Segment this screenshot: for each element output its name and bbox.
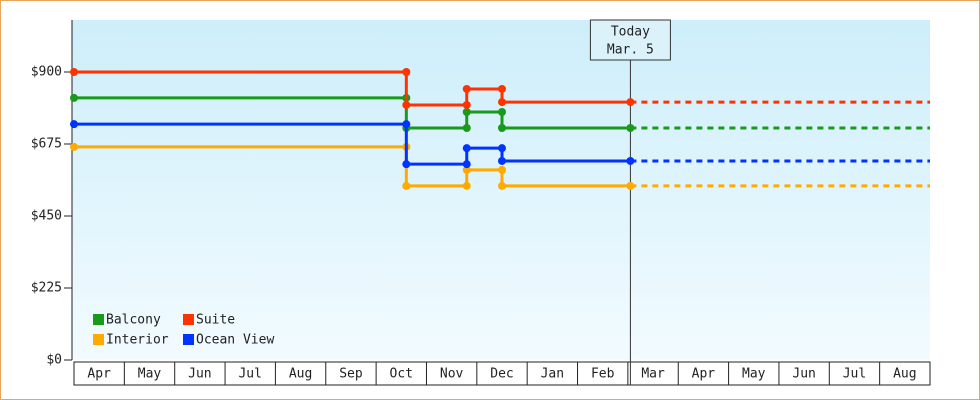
x-tick-label: Sep — [339, 367, 363, 382]
price-point — [70, 142, 78, 151]
price-point — [402, 120, 411, 129]
price-point — [462, 108, 471, 116]
price-point — [498, 84, 506, 93]
price-point — [498, 98, 506, 107]
legend-label: Ocean View — [196, 333, 274, 348]
legend-label: Balcony — [106, 313, 161, 328]
price-point — [498, 124, 506, 132]
legend-swatch — [93, 334, 104, 345]
price-point — [462, 181, 471, 190]
x-tick-label: Jun — [188, 367, 211, 382]
month-band — [73, 361, 931, 386]
price-point — [626, 156, 635, 165]
price-point — [498, 181, 506, 190]
price-point — [462, 160, 471, 169]
x-tick-label: Jun — [792, 367, 815, 382]
price-point — [626, 181, 635, 190]
price-point — [402, 68, 411, 76]
price-point — [626, 124, 635, 132]
price-point — [402, 100, 411, 109]
x-tick-label: Aug — [893, 367, 916, 382]
x-tick-label: Feb — [591, 367, 615, 382]
price-point — [498, 144, 506, 153]
x-tick-label: May — [138, 367, 162, 382]
y-tick-label: $0 — [46, 353, 62, 368]
price-point — [498, 108, 506, 116]
legend-label: Suite — [196, 313, 235, 328]
price-point — [402, 181, 411, 190]
today-label: Mar. 5 — [607, 43, 654, 58]
price-point — [402, 160, 411, 169]
price-point — [498, 165, 506, 174]
price-point — [70, 68, 78, 76]
x-tick-label: Jul — [843, 367, 866, 382]
layer: $0 $225 $450 $675 $900 Apr May Jun Jul Aug Sep Oct N… — [31, 19, 930, 385]
price-point — [498, 156, 506, 165]
price-point — [462, 100, 471, 109]
price-point — [462, 124, 471, 132]
x-tick-label: Dec — [490, 367, 513, 382]
legend-swatch — [183, 334, 194, 345]
price-point — [462, 144, 471, 153]
x-tick-label: Jan — [541, 367, 564, 382]
y-tick-label: $225 — [31, 281, 62, 296]
today-label: Today — [611, 25, 650, 40]
x-tick-label: May — [742, 367, 766, 382]
legend-swatch — [183, 314, 194, 325]
price-point — [462, 165, 471, 174]
x-tick-label: Nov — [440, 367, 464, 382]
x-tick-label: Oct — [390, 367, 413, 382]
legend-label: Interior — [106, 333, 169, 348]
x-tick-label: Jul — [238, 367, 261, 382]
x-tick-label: Apr — [692, 367, 716, 382]
x-tick-label: Aug — [289, 367, 312, 382]
x-tick-label: Apr — [87, 367, 111, 382]
legend-swatch — [93, 314, 104, 325]
x-tick-label: Mar — [641, 367, 665, 382]
y-tick-label: $675 — [31, 137, 62, 152]
plot-area — [72, 20, 930, 360]
price-point — [70, 120, 78, 129]
y-tick-label: $450 — [31, 209, 62, 224]
today-box — [589, 19, 671, 61]
price-point — [626, 98, 635, 107]
y-tick-label: $900 — [31, 65, 62, 80]
price-point — [70, 93, 78, 102]
price-point — [462, 84, 471, 93]
